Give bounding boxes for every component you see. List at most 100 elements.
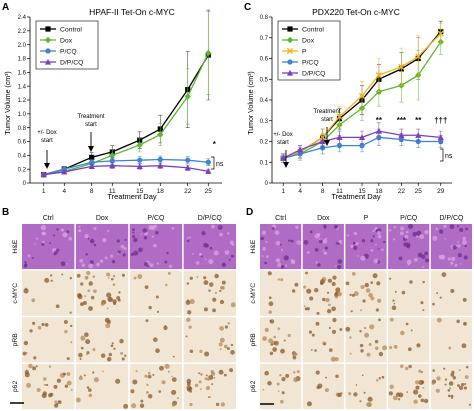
panel-d-tile-cell [461, 343, 467, 349]
panel-b-tile-cell [80, 335, 86, 341]
panel-a-legend-label-dpcq: D/P/CQ [60, 60, 83, 67]
panel-b-tile-cell [90, 295, 95, 300]
panel-d-tile-cell [280, 399, 284, 404]
panel-d-tile-cell [392, 238, 396, 241]
panel-d-tile-cell [444, 237, 446, 240]
panel-b-tile-cell [158, 390, 162, 393]
panel-d-tile-cell [337, 392, 342, 398]
panel-b-tile-cell [187, 310, 192, 315]
panel-b-tile-cell [208, 289, 211, 292]
panel-b-tile-cell [171, 377, 177, 383]
panel-d-tile-cell [348, 392, 352, 396]
panel-d-tile-cell [413, 399, 418, 404]
panel-b-tile-cell [86, 276, 89, 279]
panel-a-xtick-label: 22 [184, 188, 192, 195]
panel-b-tile-cell [36, 387, 41, 393]
panel-d-tile-cell [331, 306, 336, 312]
panel-b-tile-cell [230, 350, 235, 355]
panel-a-series [40, 9, 212, 178]
panel-d-tile-cell [456, 319, 460, 324]
panel-d-tile-cell [311, 333, 315, 337]
panel-c-legend-label-dpcq: D/P/CQ [302, 71, 325, 78]
panel-d-tile [302, 270, 344, 316]
panel-b-tile-cell [218, 342, 223, 347]
panel-b-tile-cell [23, 264, 28, 268]
panel-d-letter: D [246, 207, 253, 218]
panel-d-tile-cell [337, 291, 342, 297]
panel-d-tile-cell [355, 384, 358, 386]
panel-d-tile-cell [349, 293, 352, 297]
panel-d-tile-cell [359, 343, 364, 348]
panel-c-series-pcq-point [336, 143, 343, 149]
panel-d-tile-cell [436, 292, 439, 295]
panel-b-tile-cell [107, 229, 110, 232]
panel-c-legend: Control Dox P P/CQ D/P/CQ [277, 20, 341, 81]
panel-a-ytick-label: 0.2 [18, 167, 27, 173]
panel-d-tile-cell [322, 297, 326, 302]
panel-b-tile-cell [111, 342, 114, 345]
panel-c-significance-mark: ** [376, 116, 383, 125]
panel-d-tile-cell [372, 229, 375, 233]
panel-b-tile-cell [147, 394, 153, 399]
panel-b-tile-cell [41, 242, 45, 246]
panel-d-tile-cell [304, 307, 308, 311]
panel-d-tile-cell [264, 261, 267, 265]
panel-d-tile-cell [420, 301, 424, 305]
panel-b-tile-cell [56, 378, 62, 383]
panel-b-tile-cell [92, 275, 96, 279]
panel-d-tile-cell [264, 370, 269, 376]
panel-d-tile [345, 270, 387, 316]
panel-b-tile-cell [31, 257, 34, 260]
panel-b-tile-cell [82, 301, 87, 305]
panel-d-tile-cell [275, 258, 281, 263]
panel-d-tile-cell [361, 239, 366, 243]
panel-d-tile-cell [328, 326, 331, 330]
panel-d-tile [430, 270, 472, 316]
panel-d-tile-cell [381, 248, 384, 251]
panel-a-series-control-line [43, 54, 209, 176]
panel-d-tile-cell [337, 242, 340, 245]
panel-b-tile-cell [161, 380, 166, 385]
panel-b-tile [129, 363, 183, 409]
panel-b-tile-cell [121, 273, 125, 277]
panel-b-tile-cell [83, 374, 86, 377]
panel-c-dox-start-line1: +/- Dox [273, 132, 293, 138]
panel-b-tile-cell [78, 352, 83, 358]
panel-b-tile-cell [56, 402, 59, 406]
panel-c-legend-marker-dpcq [286, 69, 294, 76]
panel-d-tile-cell [336, 264, 342, 270]
panel-c-series-dpcq-point [280, 155, 287, 161]
panel-d-tile-cell [308, 330, 313, 334]
panel-b-tile-cell [66, 262, 68, 265]
panel-d-tile-cell [268, 338, 273, 344]
panel-b-tile-cell [76, 273, 81, 278]
panel-d-tile-cell [262, 336, 267, 341]
panel-b-tile-cell [214, 291, 218, 295]
panel-d-tile-cell [363, 326, 367, 330]
panel-d-tile-cell [337, 259, 343, 264]
panel-b-tile [183, 317, 236, 363]
panel-d-tile-cell [420, 380, 425, 384]
panel-b-tile-cell [35, 365, 38, 368]
panel-b-tile-cell [212, 297, 217, 302]
panel-c-xticks: 1 4 8 11 15 18 22 25 29 [281, 183, 445, 195]
panel-b-tile-cell [229, 368, 234, 373]
panel-d-tile-cell [359, 400, 362, 403]
panel-c-series-dpcq-point [358, 134, 366, 140]
panel-b-tile-cell [84, 295, 87, 298]
panel-d-tile-cell [422, 387, 425, 389]
panel-d-tile-cell [325, 297, 330, 303]
panel-b-tile-cell [123, 247, 127, 251]
panel-d-tile-cell [274, 230, 280, 235]
panel-d-tile-cell [431, 382, 435, 385]
panel-c-treatment-line1: Treatment [313, 109, 340, 115]
panel-b-tile-cell [78, 225, 81, 228]
panel-d-tile-cell [281, 391, 285, 395]
panel-b-tile-cell [135, 370, 138, 373]
panel-d-tile-cell [261, 255, 264, 257]
panel-d-tile-cell [351, 272, 356, 276]
panel-d-tile-cell [360, 349, 364, 353]
panel-a-series-pcq-point [157, 156, 163, 163]
panel-d-tile-cell [389, 384, 394, 389]
panel-b-tile-cell [44, 277, 50, 283]
